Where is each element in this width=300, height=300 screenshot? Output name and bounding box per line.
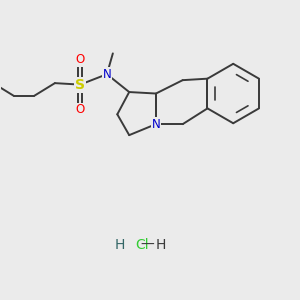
- Text: —: —: [140, 238, 154, 252]
- Text: Cl: Cl: [135, 238, 149, 252]
- Text: O: O: [76, 103, 85, 116]
- Text: H: H: [155, 238, 166, 252]
- Text: H: H: [115, 238, 125, 252]
- Text: N: N: [152, 118, 160, 130]
- Text: S: S: [75, 78, 85, 92]
- Text: O: O: [76, 53, 85, 66]
- Text: N: N: [103, 68, 111, 81]
